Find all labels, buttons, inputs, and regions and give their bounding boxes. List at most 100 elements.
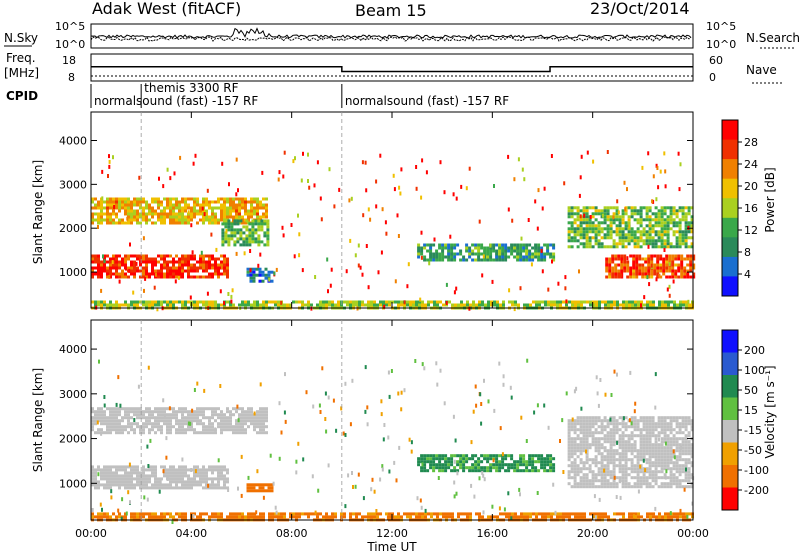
data-cell: [151, 303, 154, 307]
data-cell: [495, 457, 499, 461]
data-cell: [624, 458, 628, 462]
data-cell: [516, 252, 520, 256]
data-cell: [549, 243, 553, 247]
data-cell: [690, 221, 694, 225]
data-cell: [118, 279, 121, 284]
data-cell: [172, 465, 175, 469]
data-cell: [543, 466, 547, 470]
data-cell: [406, 512, 409, 516]
data-cell: [109, 480, 112, 484]
data-cell: [94, 410, 97, 414]
data-cell: [647, 269, 651, 273]
data-cell: [217, 425, 220, 429]
data-cell: [169, 428, 172, 432]
station-title: Adak West (fitACF): [92, 0, 241, 18]
data-cell: [624, 224, 628, 228]
data-cell: [573, 461, 577, 465]
data-cell: [139, 410, 142, 414]
data-cell: [510, 457, 514, 461]
data-cell: [271, 300, 274, 304]
data-cell: [109, 260, 112, 264]
data-cell: [684, 236, 688, 240]
data-cell: [142, 410, 145, 414]
data-cell: [585, 485, 589, 489]
data-cell: [295, 470, 298, 475]
data-cell: [163, 209, 166, 213]
data-cell: [534, 252, 538, 256]
data-cell: [97, 275, 100, 279]
data-cell: [591, 230, 595, 234]
data-cell: [639, 224, 643, 228]
data-cell: [266, 231, 270, 235]
data-cell: [659, 269, 663, 273]
data-cell: [121, 477, 124, 481]
data-cell: [214, 218, 217, 222]
data-cell: [598, 303, 601, 307]
data-cell: [671, 254, 675, 258]
data-cell: [163, 419, 166, 423]
data-cell: [295, 300, 298, 304]
data-cell: [100, 515, 103, 519]
data-cell: [202, 254, 205, 258]
data-cell: [145, 303, 148, 307]
data-cell: [145, 468, 148, 472]
data-cell: [669, 227, 673, 231]
data-cell: [328, 303, 331, 307]
data-cell: [94, 480, 97, 484]
data-cell: [477, 246, 481, 250]
data-cell: [633, 245, 637, 249]
data-cell: [483, 249, 487, 253]
data-cell: [157, 275, 160, 279]
beam-title: Beam 15: [355, 1, 427, 20]
data-cell: [262, 416, 265, 420]
data-cell: [522, 463, 526, 467]
data-cell: [109, 419, 112, 423]
data-cell: [172, 203, 175, 207]
data-cell: [609, 236, 613, 240]
data-cell: [157, 480, 160, 484]
data-cell: [238, 303, 241, 307]
data-cell: [520, 415, 523, 420]
data-cell: [423, 366, 426, 371]
data-cell: [531, 258, 535, 262]
data-cell: [229, 416, 232, 420]
data-cell: [236, 240, 240, 244]
data-cell: [317, 488, 320, 493]
data-cell: [208, 431, 211, 435]
data-cell: [194, 153, 197, 158]
data-cell: [334, 515, 337, 519]
data-cell: [136, 480, 139, 484]
data-cell: [220, 203, 223, 207]
data-cell: [432, 457, 436, 461]
data-cell: [241, 413, 244, 417]
data-cell: [97, 266, 100, 270]
data-cell: [597, 446, 601, 450]
data-cell: [663, 422, 667, 426]
data-cell: [112, 200, 115, 204]
data-cell: [154, 200, 157, 204]
data-cell: [118, 413, 121, 417]
data-cell: [121, 303, 124, 307]
data-cell: [270, 489, 274, 493]
data-cell: [537, 246, 541, 250]
data-cell: [106, 480, 109, 484]
data-cell: [689, 275, 693, 279]
data-cell: [205, 203, 208, 207]
data-cell: [645, 479, 649, 483]
data-cell: [91, 221, 94, 225]
data-cell: [250, 422, 253, 426]
data-cell: [498, 255, 502, 259]
data-cell: [169, 477, 172, 481]
data-cell: [632, 257, 636, 261]
data-cell: [655, 515, 658, 519]
data-cell: [532, 512, 535, 516]
data-cell: [241, 431, 244, 435]
data-cell: [624, 479, 628, 483]
data-cell: [612, 452, 616, 456]
data-cell: [310, 306, 313, 311]
data-cell: [577, 303, 580, 307]
data-cell: [166, 212, 169, 216]
data-cell: [528, 457, 532, 461]
data-cell: [685, 467, 687, 472]
data-cell: [570, 239, 574, 243]
